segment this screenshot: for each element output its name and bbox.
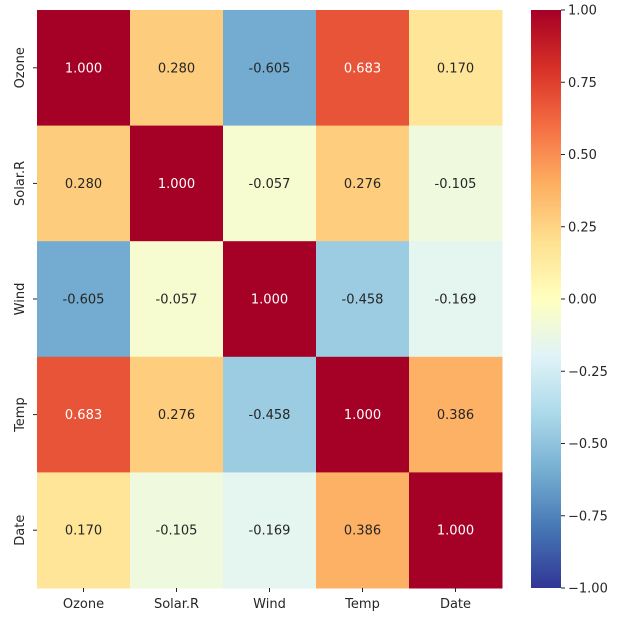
x-tick-label: Wind — [253, 597, 286, 612]
colorbar-tick-label: 0.25 — [568, 220, 597, 235]
cell-value-label: -0.605 — [249, 61, 291, 76]
heatmap-cell-wind-wind — [223, 241, 317, 358]
cell-value-label: 1.000 — [344, 408, 381, 423]
cell-value-label: 1.000 — [158, 177, 195, 192]
heatmap-cell-solar-r-temp — [316, 125, 410, 242]
heatmap-cell-solar-r-date — [409, 125, 503, 242]
cell-value-label: 0.280 — [158, 61, 195, 76]
cell-value-label: -0.105 — [435, 177, 477, 192]
heatmap-cell-temp-wind — [223, 356, 317, 473]
y-tick-label: Solar.R — [13, 161, 28, 206]
y-tick-label: Date — [13, 515, 28, 546]
y-tick-label: Ozone — [13, 47, 28, 88]
y-axis: Ozone Solar.R Wind Temp Date — [13, 47, 37, 546]
colorbar-tick-label: 0.00 — [568, 293, 597, 308]
cell-value-label: 0.386 — [437, 408, 474, 423]
heatmap-cell-wind-solar-r — [130, 241, 224, 358]
heatmap-cell-wind-temp — [316, 241, 410, 358]
colorbar-tick-label: −0.75 — [568, 509, 608, 524]
cell-value-label: 0.170 — [65, 524, 102, 539]
x-axis: Ozone Solar.R Wind Temp Date — [63, 588, 471, 612]
heatmap-cell-ozone-date — [409, 10, 503, 127]
x-tick-label: Temp — [344, 597, 380, 612]
cell-value-label: -0.458 — [342, 293, 384, 308]
colorbar-gradient — [531, 10, 561, 588]
colorbar-tick-label: 0.75 — [568, 76, 597, 91]
heatmap-cell-ozone-temp — [316, 10, 410, 127]
heatmap-cell-ozone-ozone — [37, 10, 131, 127]
heatmap-cell-date-wind — [223, 472, 317, 589]
cell-value-label: 0.280 — [65, 177, 102, 192]
y-tick-label: Temp — [13, 397, 28, 433]
colorbar-tick-label: −0.50 — [568, 437, 608, 452]
cell-value-label: -0.105 — [156, 524, 198, 539]
cell-value-label: 1.000 — [251, 293, 288, 308]
cell-value-label: 0.276 — [158, 408, 195, 423]
heatmap-cell-solar-r-ozone — [37, 125, 131, 242]
heatmap-cell-date-date — [409, 472, 503, 589]
cell-value-label: 0.683 — [344, 61, 381, 76]
cell-value-label: 0.276 — [344, 177, 381, 192]
heatmap-cell-temp-ozone — [37, 356, 131, 473]
heatmap-cell-temp-solar-r — [130, 356, 224, 473]
heatmap-grid: 1.000 0.280 -0.605 0.683 0.170 0.280 1.000 -0.0… — [37, 10, 503, 589]
colorbar-tick-label: 1.00 — [568, 4, 597, 19]
y-tick-label: Wind — [13, 283, 28, 316]
heatmap-cell-solar-r-wind — [223, 125, 317, 242]
colorbar-tick-label: −1.00 — [568, 582, 608, 597]
heatmap-cell-solar-r-solar-r — [130, 125, 224, 242]
heatmap-cell-temp-date — [409, 356, 503, 473]
heatmap-cell-ozone-wind — [223, 10, 317, 127]
heatmap-cell-date-solar-r — [130, 472, 224, 589]
cell-value-label: -0.169 — [249, 524, 291, 539]
colorbar: 1.00 0.75 0.50 0.25 0.00 −0.25 −0.50 −0.75 −1.00 — [531, 4, 608, 597]
cell-value-label: -0.057 — [249, 177, 291, 192]
cell-value-label: -0.169 — [435, 293, 477, 308]
colorbar-tick-label: 0.50 — [568, 148, 597, 163]
x-tick-label: Solar.R — [154, 597, 199, 612]
cell-value-label: -0.458 — [249, 408, 291, 423]
heatmap-cell-date-ozone — [37, 472, 131, 589]
x-tick-label: Ozone — [63, 597, 104, 612]
colorbar-tick-label: −0.25 — [568, 365, 608, 380]
cell-value-label: -0.605 — [63, 293, 105, 308]
cell-value-label: 0.170 — [437, 61, 474, 76]
cell-value-label: 1.000 — [65, 61, 102, 76]
cell-value-label: 1.000 — [437, 524, 474, 539]
cell-value-label: -0.057 — [156, 293, 198, 308]
cell-value-label: 0.386 — [344, 524, 381, 539]
heatmap-cell-date-temp — [316, 472, 410, 589]
x-tick-label: Date — [440, 597, 471, 612]
heatmap-cell-temp-temp — [316, 356, 410, 473]
cell-value-label: 0.683 — [65, 408, 102, 423]
heatmap-cell-ozone-solar-r — [130, 10, 224, 127]
heatmap-cell-wind-date — [409, 241, 503, 358]
heatmap-cell-wind-ozone — [37, 241, 131, 358]
